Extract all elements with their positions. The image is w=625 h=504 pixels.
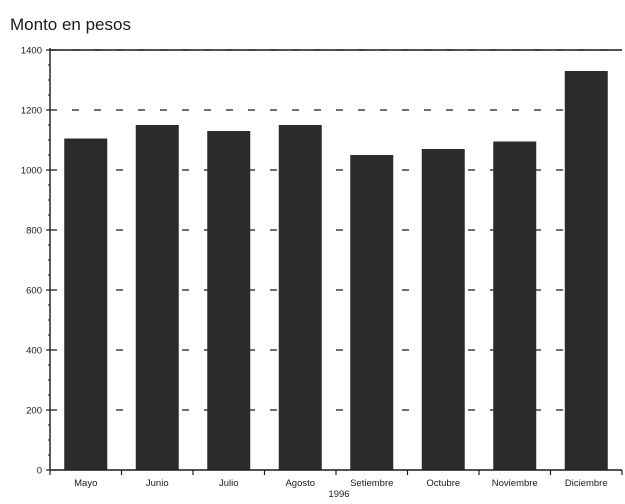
bar — [135, 125, 179, 470]
axes — [46, 48, 623, 475]
bar — [493, 141, 537, 470]
bar — [564, 71, 608, 470]
bar — [421, 149, 465, 470]
y-tick-label: 600 — [26, 286, 42, 297]
x-category-label: Setiembre — [350, 478, 393, 489]
y-tick-label: 1000 — [21, 166, 42, 177]
bar — [350, 155, 394, 470]
x-category-labels: Mayo Junio Julio Agosto Setiembre Octubre Novi… — [74, 478, 608, 489]
x-category-label: Agosto — [285, 478, 315, 489]
bars — [64, 71, 608, 470]
y-tick-labels: 0 200 400 600 800 1000 1200 1400 — [21, 46, 42, 477]
y-tick-label: 400 — [26, 346, 42, 357]
x-axis-label: 1996 — [328, 489, 349, 500]
y-tick-label: 800 — [26, 226, 42, 237]
y-tick-label: 200 — [26, 406, 42, 417]
y-tick-label: 1400 — [21, 46, 42, 57]
y-tick-label: 0 — [37, 466, 42, 477]
x-category-label: Junio — [146, 478, 169, 489]
x-category-label: Diciembre — [565, 478, 608, 489]
y-tick-label: 1200 — [21, 106, 42, 117]
bar — [64, 138, 108, 470]
x-category-label: Mayo — [74, 478, 97, 489]
x-category-label: Julio — [219, 478, 239, 489]
bar — [207, 131, 251, 470]
chart-title: Monto en pesos — [10, 15, 131, 34]
x-category-label: Noviembre — [492, 478, 538, 489]
x-category-label: Octubre — [426, 478, 460, 489]
bar — [278, 125, 322, 470]
